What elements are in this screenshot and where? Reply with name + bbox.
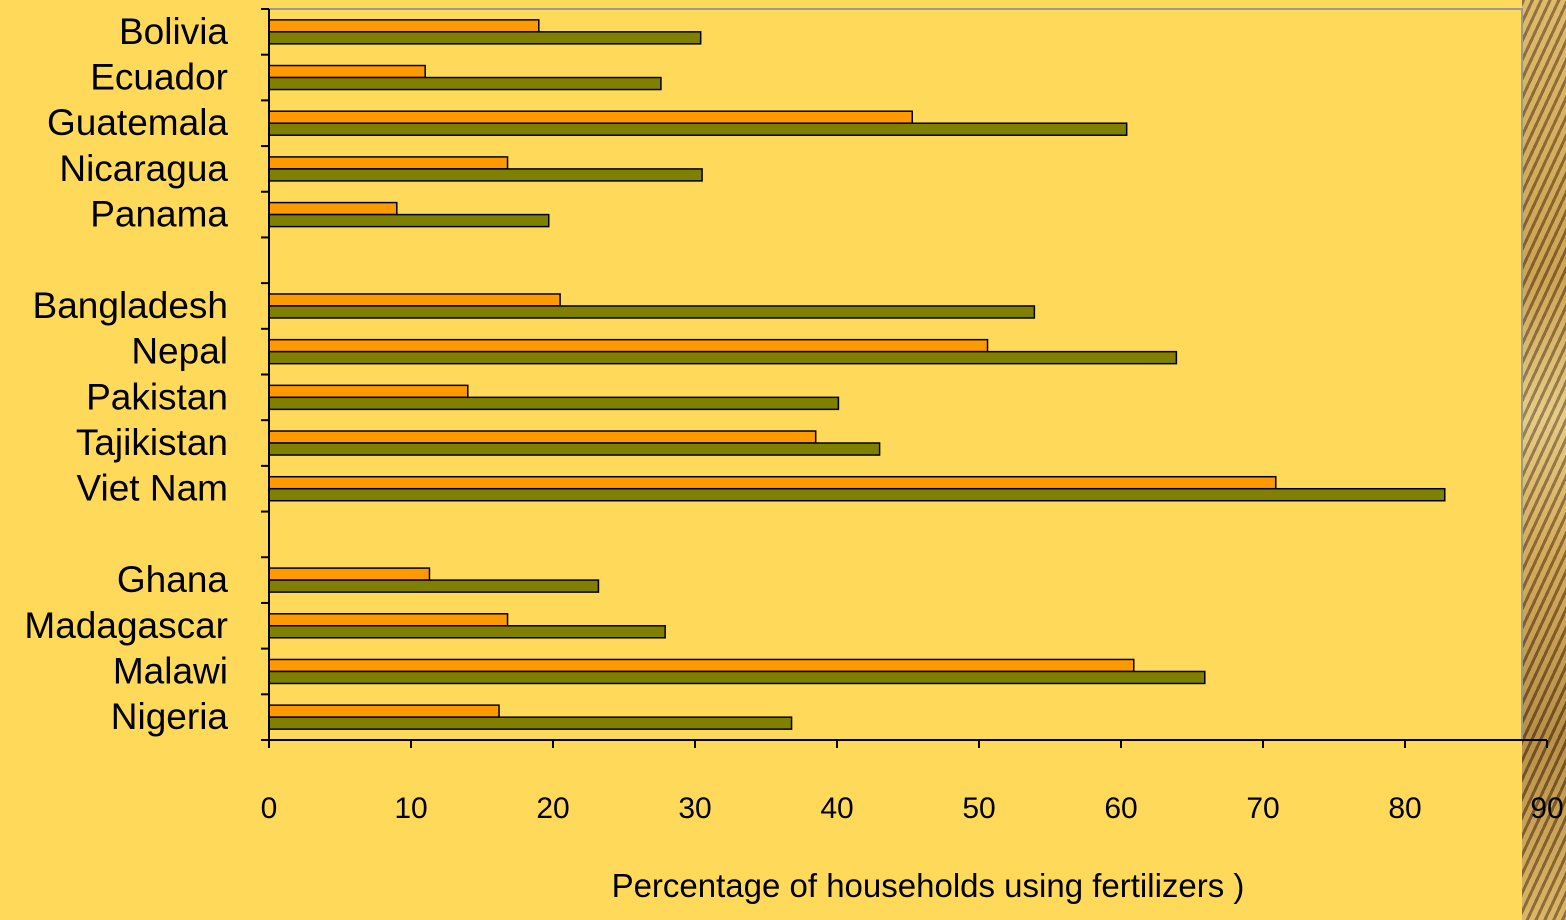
x-tick-label: 30	[678, 792, 711, 825]
category-label: Ghana	[117, 559, 229, 600]
bar-panama-series-1	[268, 201, 398, 216]
bar-ghana-series-1	[268, 567, 431, 581]
category-label: Ecuador	[90, 57, 228, 98]
bar-bolivia-series-2	[268, 31, 702, 45]
category-label: Bolivia	[119, 11, 228, 52]
x-tick-label: 20	[536, 792, 569, 825]
bar-malawi-series-2	[268, 670, 1206, 685]
bar-malawi-series-1	[268, 658, 1135, 673]
bar-nigeria-series-2	[268, 716, 793, 730]
bar-tajikistan-series-1	[268, 430, 817, 444]
bar-guatemala-series-2	[268, 122, 1128, 136]
category-label: Bangladesh	[33, 285, 228, 326]
category-label: Panama	[90, 194, 228, 235]
x-tick-label: 90	[1530, 792, 1563, 825]
bar-ecuador-series-1	[268, 64, 426, 79]
category-label: Viet Nam	[77, 468, 229, 509]
axes-layer	[261, 8, 1548, 748]
category-label: Nigeria	[111, 696, 229, 737]
bar-viet-nam-series-2	[268, 487, 1446, 502]
bar-panama-series-2	[268, 213, 550, 228]
bar-ghana-series-2	[268, 579, 600, 593]
x-tick-label: 0	[261, 792, 278, 825]
category-label: Guatemala	[47, 102, 228, 143]
category-label: Madagascar	[24, 605, 228, 646]
category-label: Malawi	[113, 650, 228, 691]
x-axis-title: Percentage of households using fertilize…	[612, 867, 1245, 904]
bar-madagascar-series-1	[268, 613, 509, 627]
bar-guatemala-series-1	[268, 110, 914, 124]
x-tick-label: 80	[1388, 792, 1421, 825]
bar-madagascar-series-2	[268, 625, 666, 639]
bars-layer	[268, 19, 1446, 730]
x-tick-label: 50	[962, 792, 995, 825]
bar-nicaragua-series-2	[268, 168, 703, 182]
bar-bangladesh-series-1	[268, 293, 561, 307]
background-photo	[1522, 0, 1566, 920]
category-label: Nepal	[131, 331, 228, 372]
bar-pakistan-series-2	[268, 396, 840, 411]
category-label: Pakistan	[86, 376, 228, 417]
bar-nicaragua-series-1	[268, 156, 509, 170]
x-tick-label: 40	[820, 792, 853, 825]
x-tick-label: 60	[1104, 792, 1137, 825]
bar-nepal-series-2	[268, 350, 1178, 365]
bar-tajikistan-series-2	[268, 442, 881, 456]
bar-ecuador-series-2	[268, 76, 662, 91]
category-label: Nicaragua	[59, 148, 228, 189]
category-label: Tajikistan	[76, 422, 228, 463]
bar-nepal-series-1	[268, 338, 989, 353]
bar-bangladesh-series-2	[268, 305, 1036, 319]
bar-pakistan-series-1	[268, 384, 469, 399]
x-tick-label: 10	[394, 792, 427, 825]
x-tick-label: 70	[1246, 792, 1279, 825]
bar-viet-nam-series-1	[268, 475, 1277, 490]
bar-nigeria-series-1	[268, 704, 500, 718]
bar-bolivia-series-1	[268, 19, 540, 33]
